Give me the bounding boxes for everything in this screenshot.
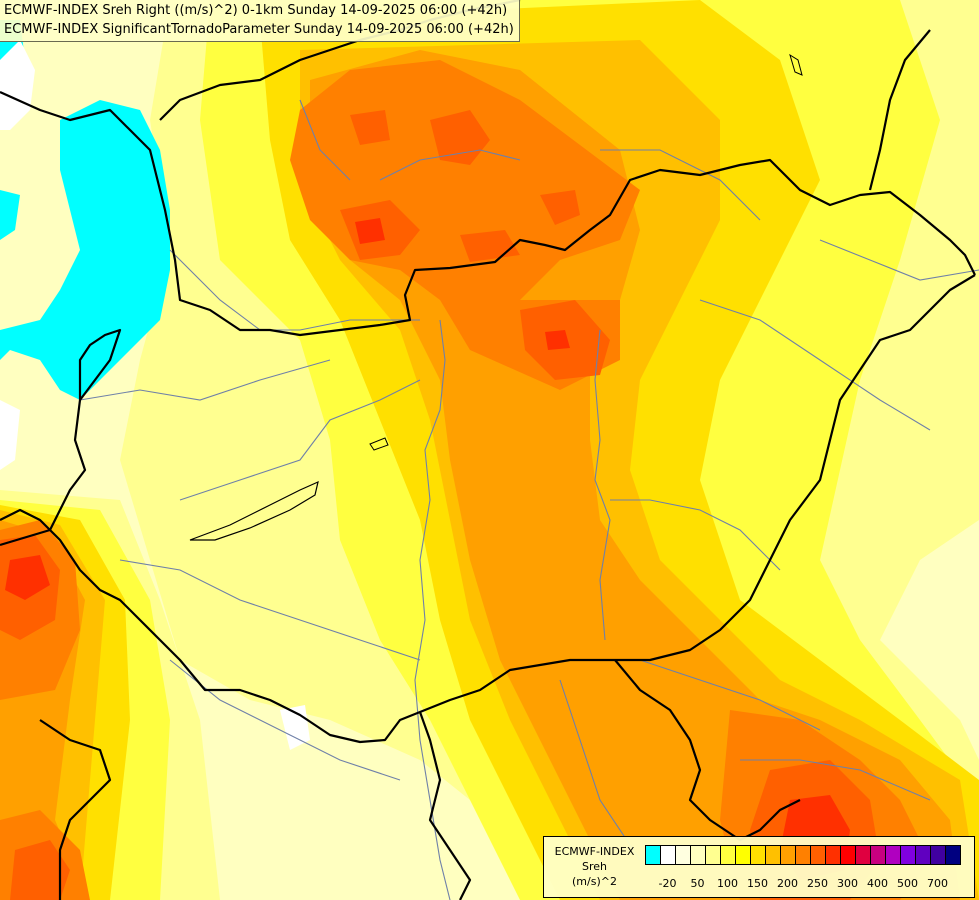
legend-swatch xyxy=(930,845,946,865)
legend-swatch xyxy=(780,845,796,865)
field-level-700-sw xyxy=(5,555,50,600)
map-title-stp: ECMWF-INDEX SignificantTornadoParameter … xyxy=(4,22,514,37)
small-lake xyxy=(369,437,389,451)
legend-swatch xyxy=(855,845,871,865)
map-title-sreh: ECMWF-INDEX Sreh Right ((m/s)^2) 0-1km S… xyxy=(4,3,508,18)
legend-unit: (m/s)^2 xyxy=(572,875,617,888)
legend-tick-label: 500 xyxy=(897,877,918,890)
legend-swatch xyxy=(705,845,721,865)
legend-variable: Sreh xyxy=(581,860,607,873)
lake-balaton xyxy=(189,480,319,541)
legend-swatch xyxy=(720,845,736,865)
legend-swatch xyxy=(675,845,691,865)
legend-swatch xyxy=(885,845,901,865)
legend-tick-label: 700 xyxy=(927,877,948,890)
legend-swatch xyxy=(870,845,886,865)
legend-tick-label: 50 xyxy=(690,877,705,890)
legend-swatch xyxy=(750,845,766,865)
small-lake-2 xyxy=(789,53,803,76)
legend-color-bar xyxy=(645,845,961,865)
negative-sreh-area xyxy=(0,100,170,400)
legend-tick-label: 200 xyxy=(777,877,798,890)
legend-tick-label: 300 xyxy=(837,877,858,890)
legend-swatch xyxy=(840,845,856,865)
rivers xyxy=(79,99,979,900)
legend-swatch xyxy=(645,845,661,865)
legend-tick-label: -20 xyxy=(658,877,677,890)
legend-source: ECMWF-INDEX xyxy=(554,845,635,858)
legend-swatch xyxy=(945,845,961,865)
legend-swatch xyxy=(915,845,931,865)
map-title-box: ECMWF-INDEX Sreh Right ((m/s)^2) 0-1km S… xyxy=(0,0,520,42)
legend-swatch xyxy=(900,845,916,865)
legend-swatch xyxy=(795,845,811,865)
legend-swatch xyxy=(825,845,841,865)
color-legend: ECMWF-INDEX Sreh (m/s)^2 -20 50 100 150 200 2… xyxy=(543,836,975,898)
legend-tick-label: 150 xyxy=(747,877,768,890)
legend-tick-label: 400 xyxy=(867,877,888,890)
negative-sreh-area-w xyxy=(0,190,20,240)
field-level-700 xyxy=(355,218,570,350)
legend-swatch xyxy=(660,845,676,865)
legend-swatch xyxy=(765,845,781,865)
field-level-500 xyxy=(340,110,610,380)
legend-tick-label: 250 xyxy=(807,877,828,890)
legend-swatch xyxy=(690,845,706,865)
legend-swatch xyxy=(810,845,826,865)
legend-swatch xyxy=(735,845,751,865)
legend-title: ECMWF-INDEX Sreh (m/s)^2 xyxy=(546,844,643,889)
field-level-500-sw2 xyxy=(10,840,70,900)
legend-tick-label: 100 xyxy=(717,877,738,890)
